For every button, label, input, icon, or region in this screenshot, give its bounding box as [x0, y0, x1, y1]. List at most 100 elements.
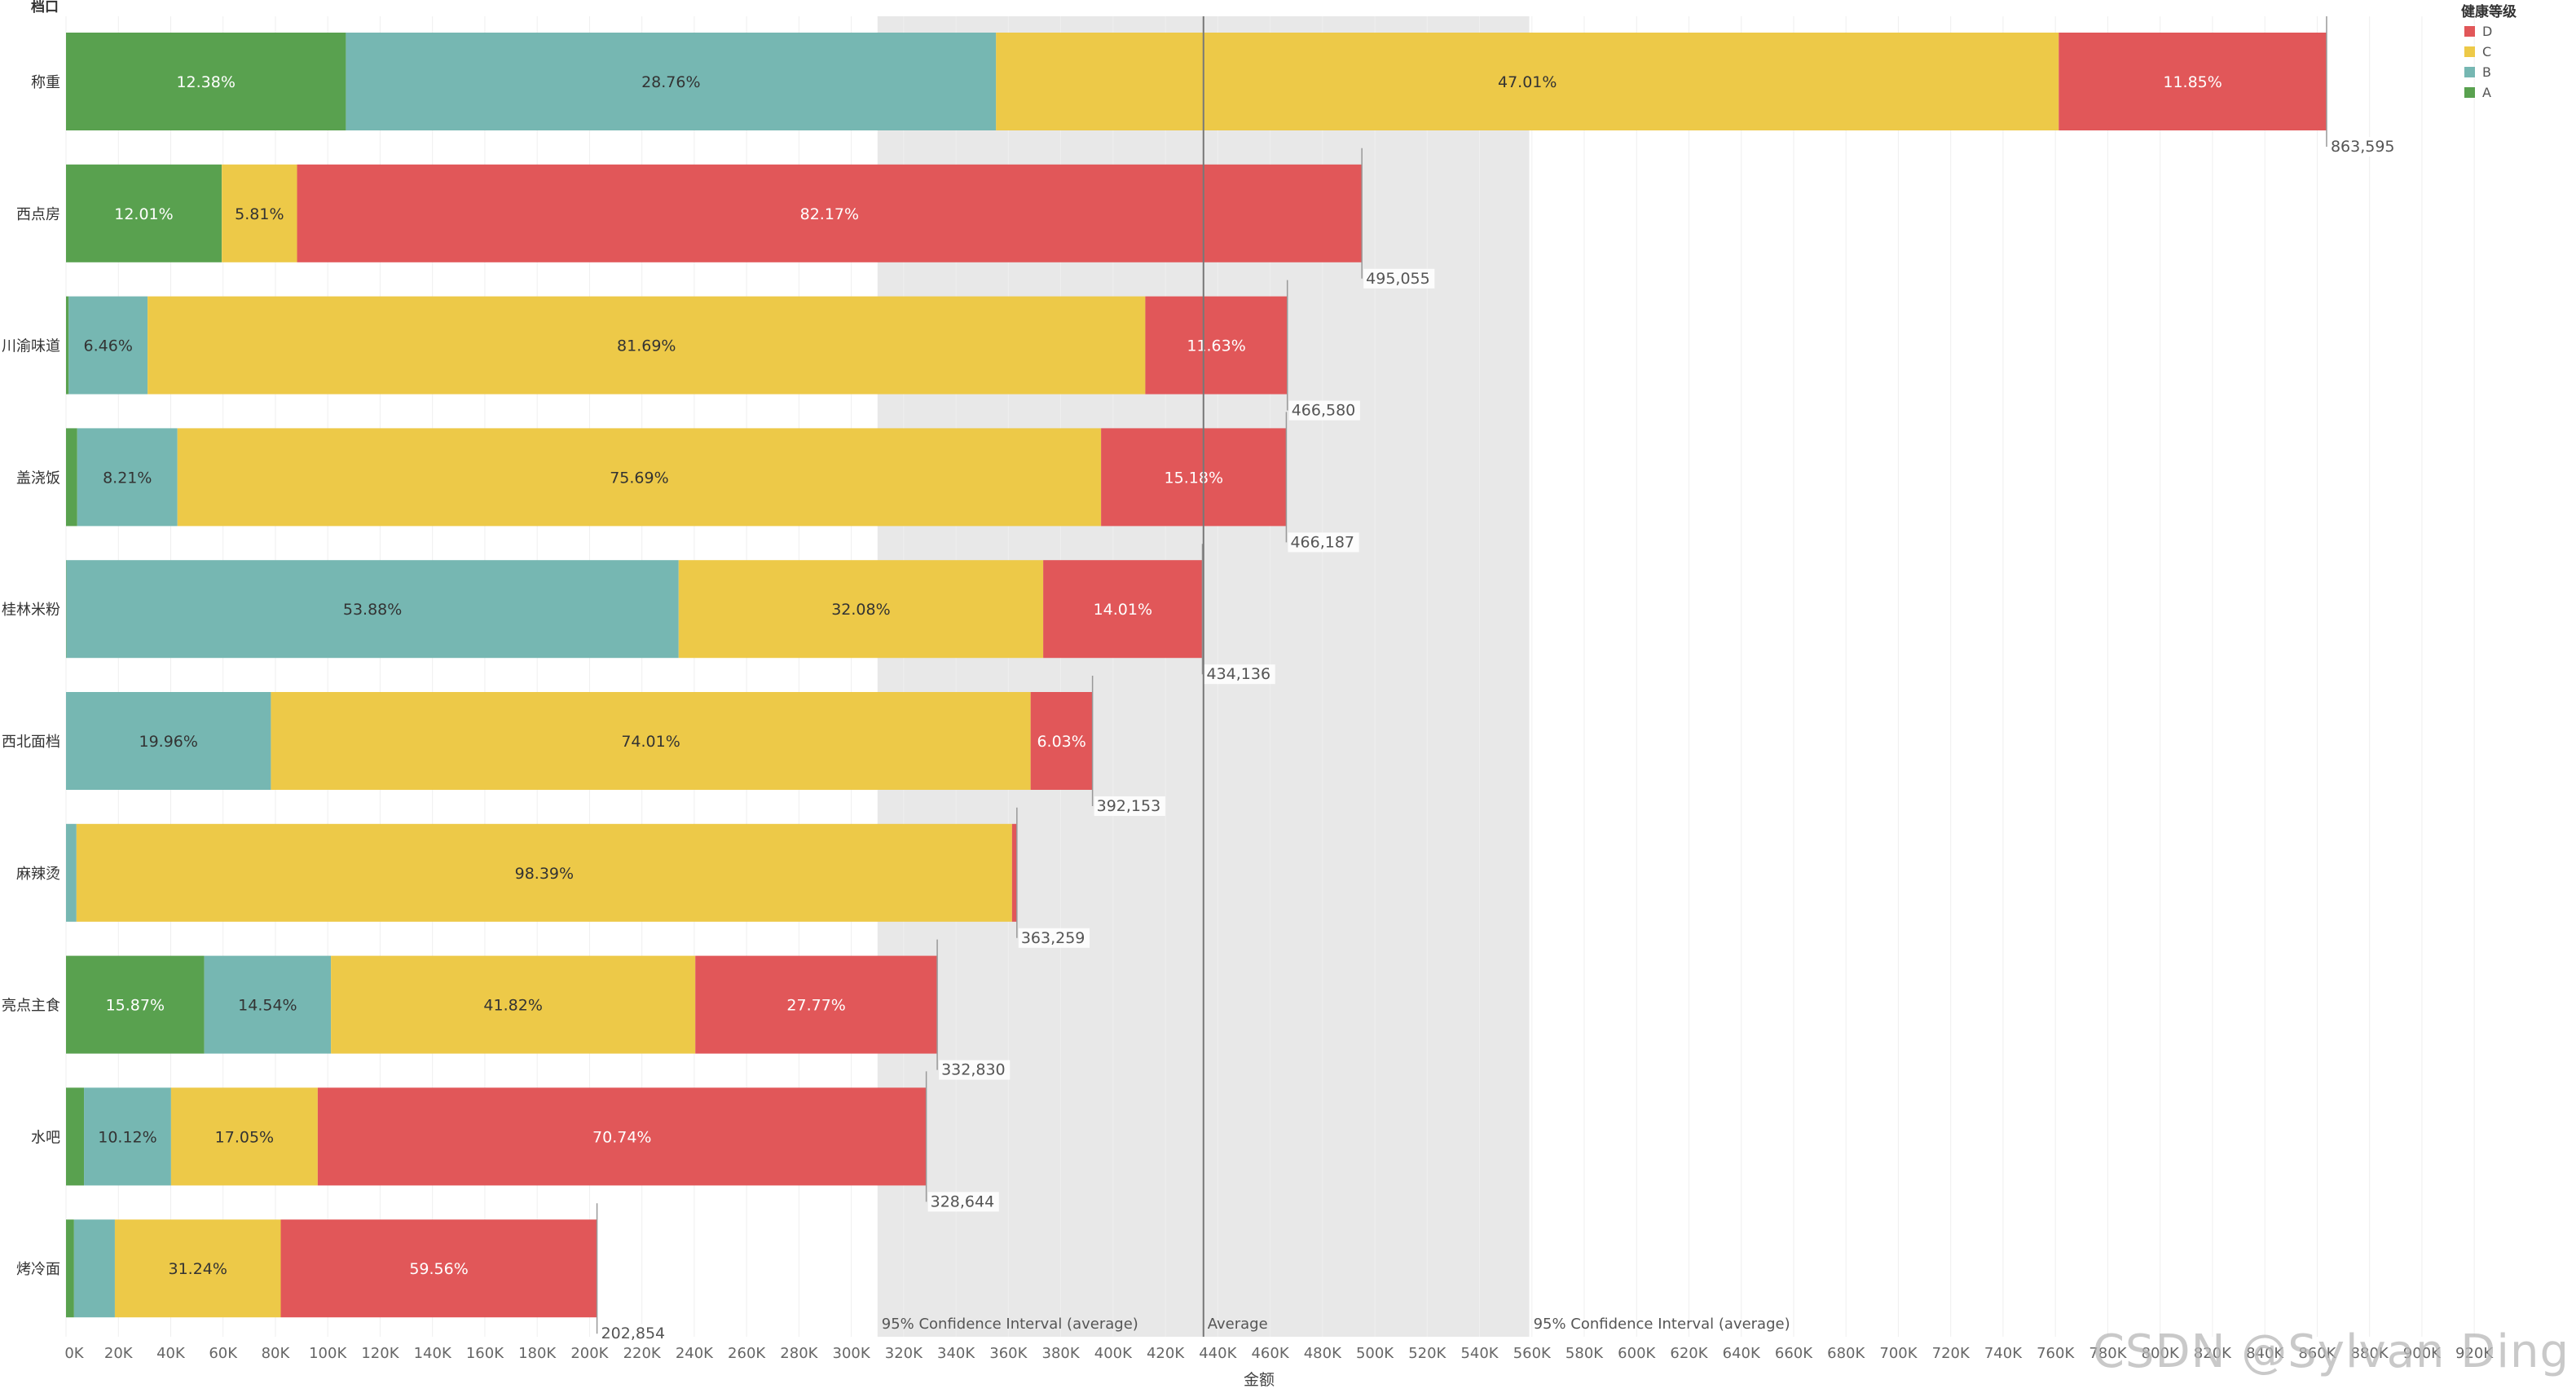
legend-label: A: [2482, 85, 2491, 100]
x-tick-label: 920K: [2455, 1345, 2494, 1362]
x-tick-label: 300K: [833, 1345, 871, 1362]
segment-label: 11.85%: [2163, 73, 2222, 91]
x-tick-label: 800K: [2142, 1345, 2180, 1362]
legend-swatch-a: [2464, 87, 2475, 98]
total-label: 466,187: [1290, 533, 1354, 551]
segment-label: 41.82%: [483, 997, 542, 1015]
bar-segment-a: [66, 1087, 85, 1186]
segment-label: 14.01%: [1094, 601, 1152, 619]
category-label: 西北面档: [2, 734, 60, 751]
bar-segment-a: [66, 428, 77, 527]
segment-label: 15.87%: [106, 997, 165, 1015]
bar-segment-c: [114, 1219, 281, 1318]
x-tick-label: 200K: [570, 1345, 609, 1362]
segment-label: 5.81%: [235, 205, 284, 223]
bar-segment-d: [1030, 692, 1093, 790]
bar-segment-a: [66, 955, 205, 1054]
segment-label: 32.08%: [831, 601, 890, 619]
ci-high-label: 95% Confidence Interval (average): [1534, 1316, 1790, 1333]
segment-label: 98.39%: [515, 865, 574, 883]
total-label: 202,854: [601, 1325, 666, 1342]
category-label: 称重: [31, 74, 60, 91]
x-tick-label: 900K: [2403, 1345, 2442, 1362]
total-label-bg: [927, 1192, 999, 1212]
segment-label: 28.76%: [641, 73, 700, 91]
x-tick-label: 540K: [1460, 1345, 1499, 1362]
bar-segment-c: [76, 823, 1012, 922]
segment-label: 8.21%: [103, 469, 152, 487]
x-tick-label: 820K: [2194, 1345, 2232, 1362]
segment-label: 74.01%: [621, 733, 680, 751]
total-label: 328,644: [931, 1192, 995, 1210]
x-tick-label: 660K: [1775, 1345, 1813, 1362]
bar-segment-c: [678, 560, 1044, 659]
segment-label: 15.18%: [1165, 469, 1223, 487]
bar-segment-c: [222, 164, 297, 262]
segment-label: 31.24%: [168, 1260, 227, 1278]
x-tick-label: 620K: [1670, 1345, 1708, 1362]
bar-segment-b: [66, 692, 271, 790]
x-tick-label: 360K: [989, 1345, 1028, 1362]
segment-label: 70.74%: [592, 1128, 651, 1146]
x-tick-label: 100K: [309, 1345, 347, 1362]
bar-segment-d: [1145, 296, 1288, 395]
bar-segment-d: [1101, 428, 1287, 527]
bar-segment-b: [66, 560, 679, 659]
bar-segment-c: [996, 33, 2059, 130]
x-tick-label: 760K: [2037, 1345, 2075, 1362]
x-tick-label: 500K: [1356, 1345, 1394, 1362]
bar-segment-c: [148, 296, 1146, 395]
segment-label: 11.63%: [1187, 337, 1245, 355]
x-tick-label: 260K: [728, 1345, 766, 1362]
segment-label: 12.38%: [176, 73, 235, 91]
segment-label: 75.69%: [610, 469, 668, 487]
x-tick-label: 840K: [2246, 1345, 2284, 1362]
bar-segment-c: [170, 1087, 318, 1186]
legend-label: C: [2482, 44, 2491, 60]
bar-segment-b: [204, 955, 332, 1054]
category-label: 亮点主食: [2, 998, 60, 1015]
legend-swatch-d: [2464, 26, 2475, 37]
segment-label: 81.69%: [617, 337, 676, 355]
x-tick-label: 440K: [1199, 1345, 1237, 1362]
x-tick-label: 580K: [1565, 1345, 1604, 1362]
x-tick-label: 640K: [1723, 1345, 1761, 1362]
total-label-bg: [1094, 796, 1165, 816]
x-tick-label: 420K: [1147, 1345, 1185, 1362]
segment-label: 27.77%: [786, 997, 845, 1015]
x-tick-label: 140K: [414, 1345, 452, 1362]
x-tick-label: 40K: [156, 1345, 186, 1362]
bar-segment-a: [66, 296, 69, 395]
bar-segment-b: [77, 428, 178, 527]
segment-label: 59.56%: [409, 1260, 468, 1278]
segment-label: 6.46%: [84, 337, 133, 355]
bar-segment-d: [297, 164, 1363, 262]
segment-label: 17.05%: [215, 1128, 274, 1146]
total-label: 466,580: [1292, 402, 1356, 420]
bar-segment-d: [317, 1087, 927, 1186]
x-tick-label: 680K: [1827, 1345, 1865, 1362]
x-tick-label: 700K: [1879, 1345, 1918, 1362]
category-label: 水吧: [31, 1129, 60, 1146]
segment-label: 6.03%: [1037, 733, 1085, 751]
total-label: 863,595: [2331, 138, 2395, 156]
bar-segment-b: [66, 823, 77, 922]
segment-label: 47.01%: [1498, 73, 1557, 91]
segment-label: 10.12%: [98, 1128, 156, 1146]
bar-segment-c: [177, 428, 1102, 527]
segment-label: 19.96%: [139, 733, 197, 751]
watermark: CSDN @Sylvan Ding: [2092, 1325, 2569, 1378]
legend-swatch-b: [2464, 67, 2475, 77]
total-label-bg: [1204, 664, 1275, 685]
category-label: 烤冷面: [16, 1261, 60, 1278]
legend-label: B: [2482, 64, 2491, 80]
x-tick-label: 280K: [780, 1345, 818, 1362]
category-label: 桂林米粉: [2, 602, 60, 619]
total-label: 392,153: [1097, 797, 1161, 815]
x-tick-label: 860K: [2298, 1345, 2336, 1362]
x-tick-label: 740K: [1984, 1345, 2023, 1362]
bar-segment-d: [695, 955, 938, 1054]
x-tick-label: 240K: [676, 1345, 714, 1362]
legend-label: D: [2482, 24, 2492, 39]
x-tick-label: 160K: [466, 1345, 504, 1362]
